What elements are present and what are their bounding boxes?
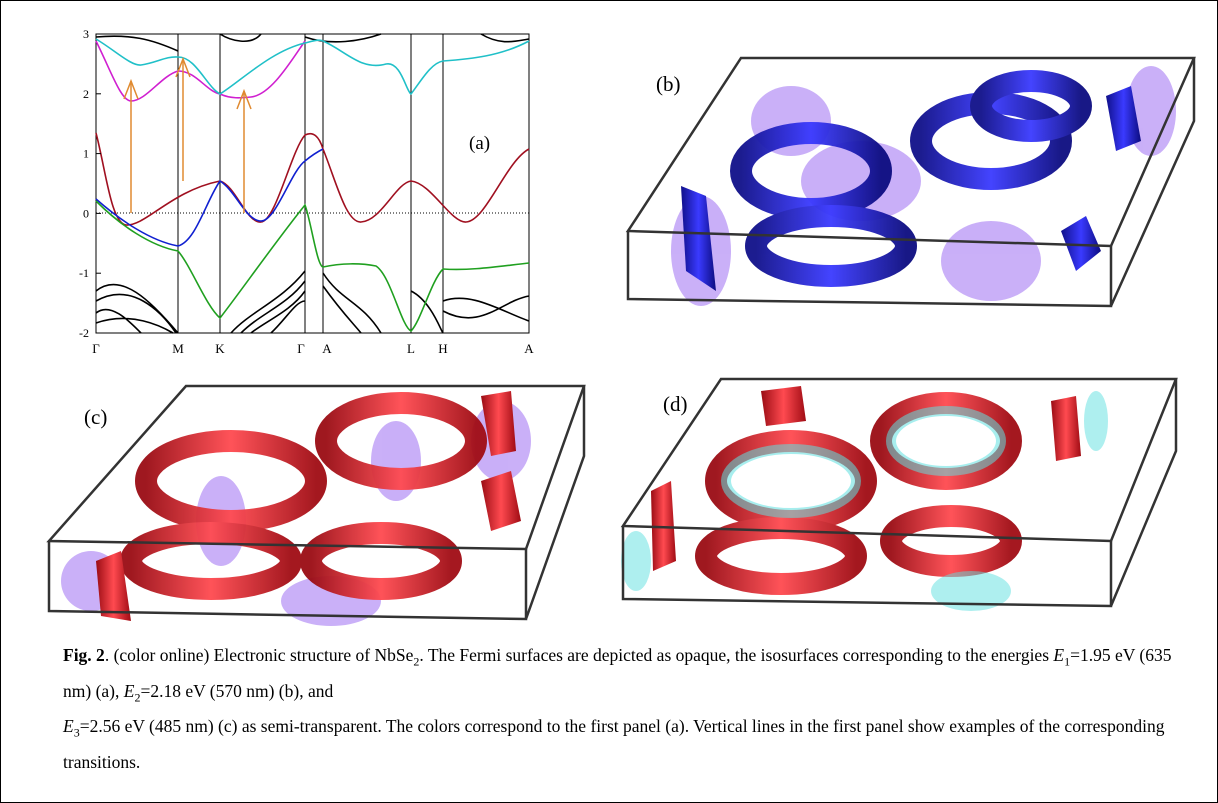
y-tick-label: 0 xyxy=(83,206,89,220)
k-point-label: A xyxy=(524,341,534,356)
fermi-surface-panel: (c) xyxy=(49,386,584,626)
k-point-label: L xyxy=(407,341,415,356)
y-tick-label: -1 xyxy=(79,266,89,280)
panel-label: (d) xyxy=(663,392,688,416)
k-point-label: M xyxy=(172,341,184,356)
fermi-surface-panel: (b) xyxy=(628,58,1194,306)
k-point-label: K xyxy=(215,341,225,356)
caption-symbol: E xyxy=(63,716,74,736)
k-point-label: H xyxy=(438,341,447,356)
y-tick-label: 2 xyxy=(83,87,89,101)
y-tick-label: 3 xyxy=(83,27,89,41)
page: (a) 3210-1-2ΓMKΓALHA (b) xyxy=(0,0,1218,803)
y-tick-label: 1 xyxy=(83,147,89,161)
figure-label: Fig. 2 xyxy=(63,645,105,665)
fermi-surface-panel: (d) xyxy=(621,379,1176,611)
caption-text: =2.56 eV (485 nm) (c) as semi-transparen… xyxy=(63,716,1165,772)
y-tick-label: -2 xyxy=(79,326,89,340)
caption-symbol: E xyxy=(124,681,135,701)
panel-label: (b) xyxy=(656,72,681,96)
panel-label: (a) xyxy=(469,133,490,154)
caption-text: =2.18 eV (570 nm) (b), and xyxy=(140,681,333,701)
k-point-label: A xyxy=(322,341,332,356)
caption-symbol: E xyxy=(1053,645,1064,665)
caption-text: . The Fermi surfaces are depicted as opa… xyxy=(419,645,1053,665)
caption: Fig. 2. (color online) Electronic struct… xyxy=(63,641,1203,777)
k-point-label: Γ xyxy=(297,341,305,356)
caption-text: . (color online) Electronic structure of… xyxy=(105,645,414,665)
panel-label: (c) xyxy=(84,405,107,429)
k-point-label: Γ xyxy=(92,341,100,356)
